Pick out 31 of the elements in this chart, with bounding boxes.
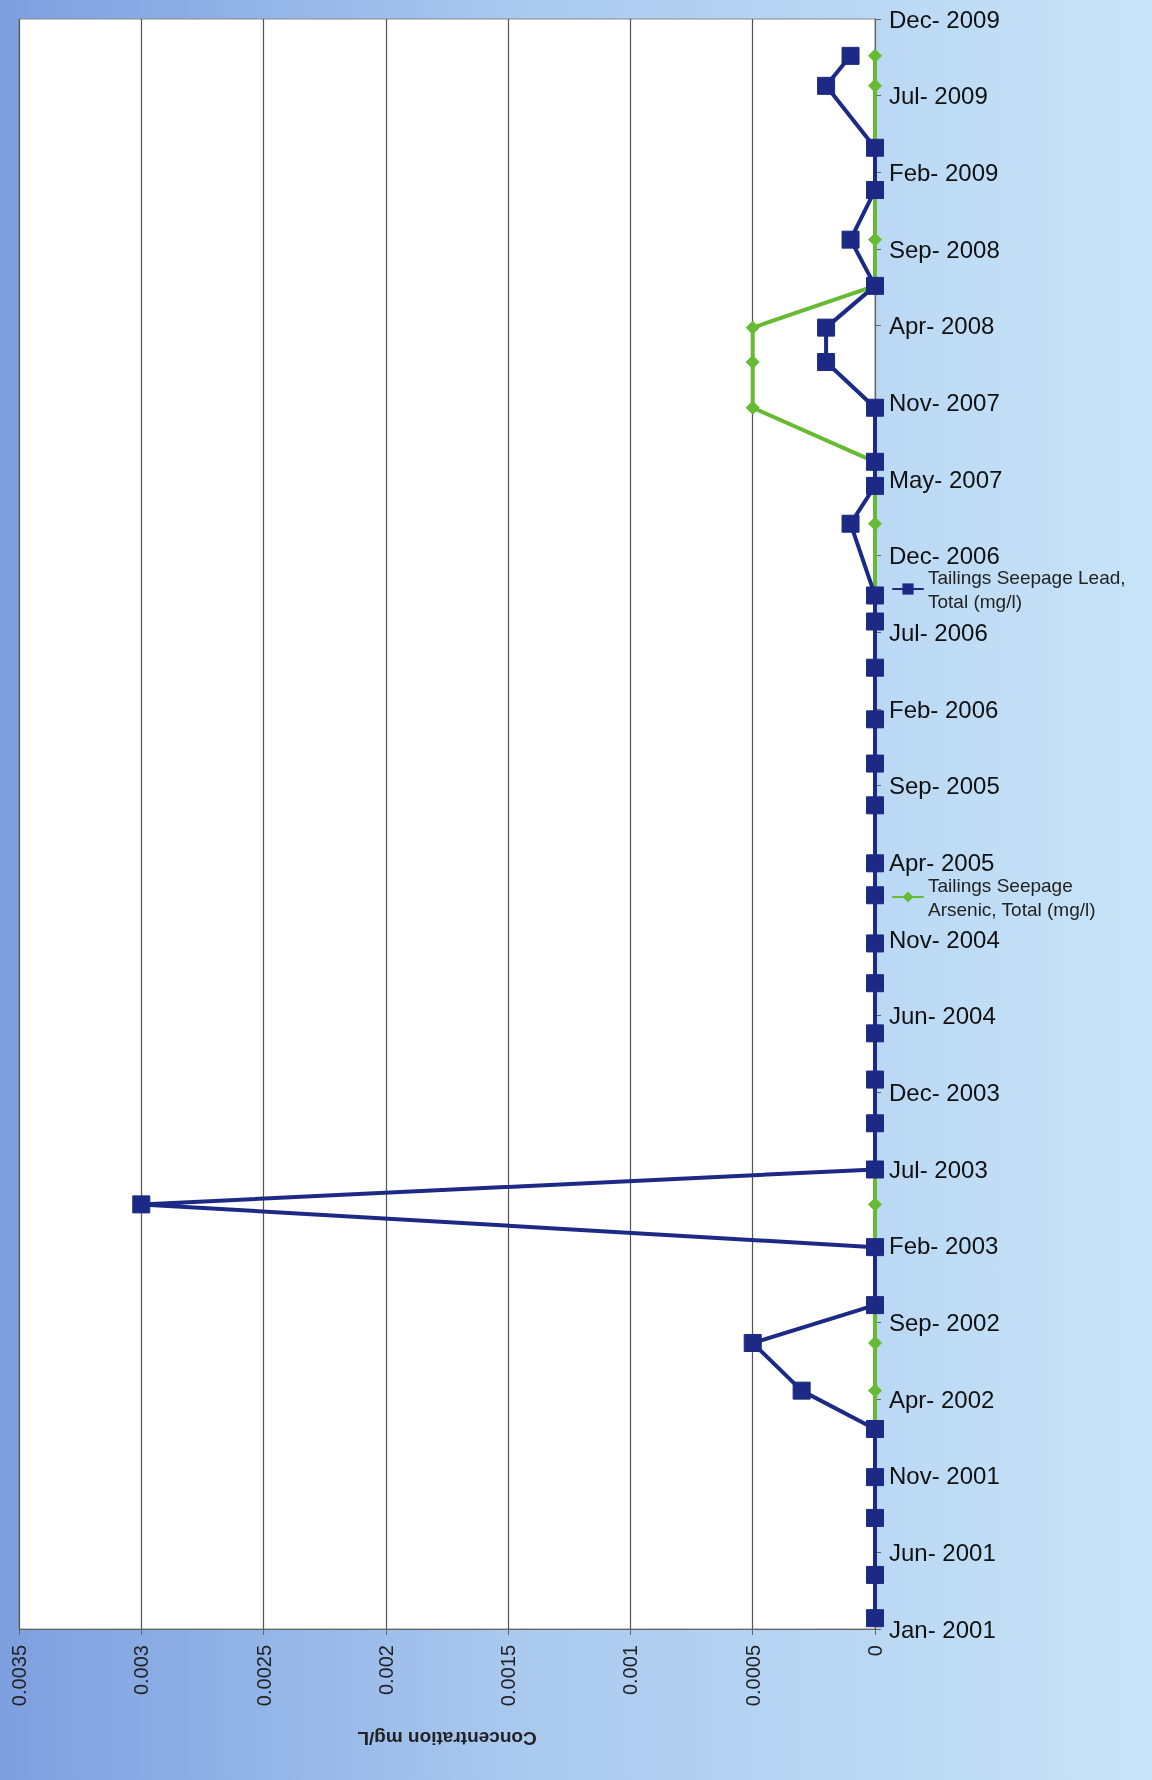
y-tick-label: Feb- 2006: [889, 695, 999, 723]
y-tick-label: Apr- 2008: [889, 312, 995, 340]
y-tick-label: Feb- 2003: [889, 1232, 999, 1260]
x-tick-label: 0.0015: [497, 1645, 520, 1707]
y-tick-label: Jun- 2004: [889, 1002, 996, 1030]
y-tick-label: Sep- 2005: [889, 772, 1000, 800]
y-tick-label: Sep- 2008: [889, 235, 1000, 263]
x-tick-label: 0.0025: [252, 1645, 275, 1707]
y-tick-label: Dec- 2003: [889, 1078, 1000, 1106]
y-tick-label: Sep- 2002: [889, 1308, 1000, 1336]
y-tick-label: Feb- 2009: [889, 158, 999, 186]
y-tick-label: Dec- 2009: [889, 5, 1000, 33]
y-tick-label: Nov- 2001: [889, 1462, 1000, 1490]
y-tick-label: May- 2007: [889, 465, 1003, 493]
x-axis-title: Concentration mg/L: [356, 1728, 537, 1749]
y-tick-label: Apr- 2002: [889, 1385, 995, 1413]
x-tick-label: 0.0005: [741, 1645, 764, 1707]
y-tick-label: Nov- 2004: [889, 925, 1000, 953]
y-tick-label: Jan- 2001: [889, 1615, 996, 1643]
x-tick-label: 0.002: [374, 1645, 397, 1696]
y-tick-label: Jul- 2003: [889, 1155, 988, 1183]
y-tick-label: Jul- 2009: [889, 82, 988, 110]
y-tick-label: Apr- 2005: [889, 848, 995, 876]
y-tick-label: Jul- 2006: [889, 618, 988, 646]
x-tick-label: 0.003: [130, 1645, 153, 1696]
legend-label: Tailings Seepage Arsenic, Total (mg/l): [928, 874, 1096, 920]
y-tick-label: Jun- 2001: [889, 1538, 996, 1566]
x-tick-label: 0: [864, 1645, 886, 1657]
x-tick-label: 0.001: [619, 1645, 642, 1696]
x-tick-label: 0.0035: [8, 1645, 30, 1707]
y-tick-label: Nov- 2007: [889, 388, 1000, 416]
